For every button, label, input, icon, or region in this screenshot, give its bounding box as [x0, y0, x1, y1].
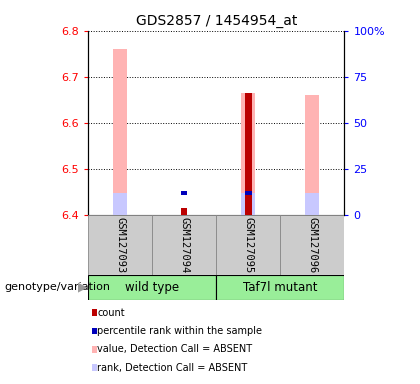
Bar — [113, 49, 127, 215]
Bar — [305, 194, 320, 215]
Bar — [113, 194, 127, 215]
Text: ▶: ▶ — [78, 281, 87, 293]
Bar — [88, 275, 216, 300]
Text: genotype/variation: genotype/variation — [4, 282, 110, 292]
Bar — [281, 215, 344, 275]
Bar — [181, 208, 187, 215]
Bar — [152, 215, 216, 275]
Bar — [216, 275, 344, 300]
Bar — [241, 194, 255, 215]
Text: GSM127095: GSM127095 — [243, 217, 253, 273]
Bar — [241, 93, 255, 215]
Text: percentile rank within the sample: percentile rank within the sample — [97, 326, 262, 336]
Text: GSM127096: GSM127096 — [307, 217, 318, 273]
Text: GSM127094: GSM127094 — [179, 217, 189, 273]
Text: count: count — [97, 308, 125, 318]
Text: GSM127093: GSM127093 — [115, 217, 125, 273]
Bar — [305, 95, 320, 215]
Text: rank, Detection Call = ABSENT: rank, Detection Call = ABSENT — [97, 363, 247, 373]
Text: value, Detection Call = ABSENT: value, Detection Call = ABSENT — [97, 344, 252, 354]
Bar — [245, 191, 252, 195]
Bar — [181, 191, 187, 195]
Bar — [216, 215, 281, 275]
Bar — [88, 215, 152, 275]
Text: wild type: wild type — [125, 281, 179, 293]
Text: Taf7l mutant: Taf7l mutant — [243, 281, 318, 293]
Bar — [245, 93, 252, 215]
Title: GDS2857 / 1454954_at: GDS2857 / 1454954_at — [136, 14, 297, 28]
